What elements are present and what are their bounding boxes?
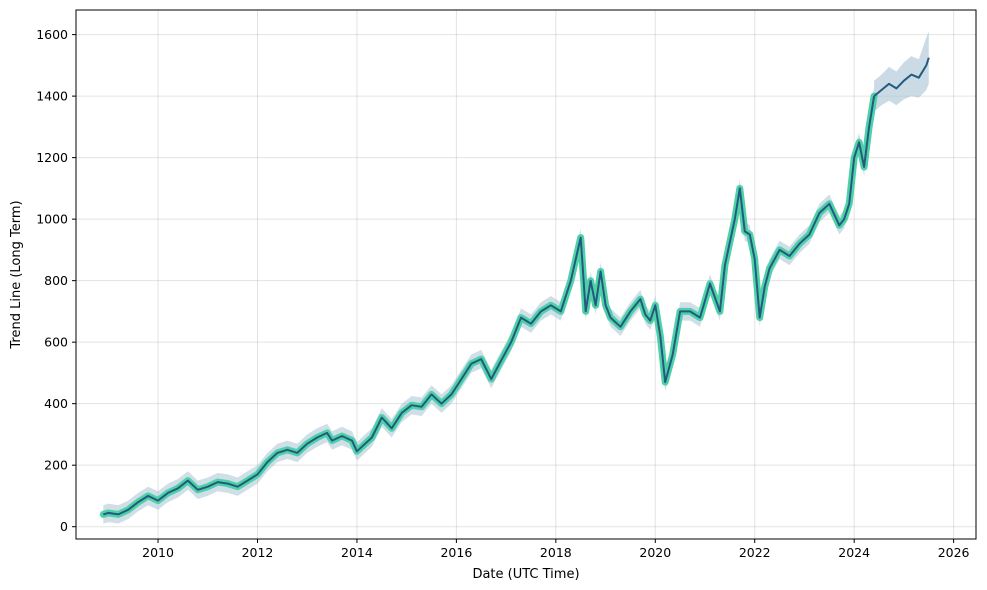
- x-axis-ticks: 2010 2012 2014 2016 2018 2020 2022 2024 2026: [142, 539, 970, 560]
- x-tick-label: 2016: [440, 545, 472, 560]
- y-tick-label: 1200: [36, 150, 68, 165]
- y-tick-label: 1600: [36, 27, 68, 42]
- plot-area: [99, 31, 930, 524]
- y-axis-label: Trend Line (Long Term): [9, 200, 24, 349]
- x-axis-label: Date (UTC Time): [472, 567, 579, 582]
- y-tick-label: 1400: [36, 89, 68, 104]
- y-tick-label: 800: [44, 273, 68, 288]
- y-tick-label: 600: [44, 335, 68, 350]
- x-tick-label: 2014: [341, 545, 373, 560]
- x-tick-label: 2012: [242, 545, 274, 560]
- x-tick-label: 2022: [739, 545, 771, 560]
- x-tick-label: 2026: [938, 545, 970, 560]
- x-tick-label: 2018: [540, 545, 572, 560]
- y-axis-ticks: 0 200 400 600 800 1000 1200 1400 1600: [36, 27, 76, 534]
- forecast-confidence-band: [874, 31, 929, 112]
- y-tick-label: 0: [60, 519, 68, 534]
- forecast-trend-line: [873, 57, 930, 97]
- axes-frame: [75, 9, 977, 540]
- y-tick-label: 400: [44, 396, 68, 411]
- y-tick-label: 1000: [36, 212, 68, 227]
- historical-trend-line: [103, 95, 876, 516]
- gridlines: [76, 10, 976, 539]
- x-tick-label: 2024: [838, 545, 870, 560]
- x-tick-label: 2020: [639, 545, 671, 560]
- x-tick-label: 2010: [142, 545, 174, 560]
- y-tick-label: 200: [44, 458, 68, 473]
